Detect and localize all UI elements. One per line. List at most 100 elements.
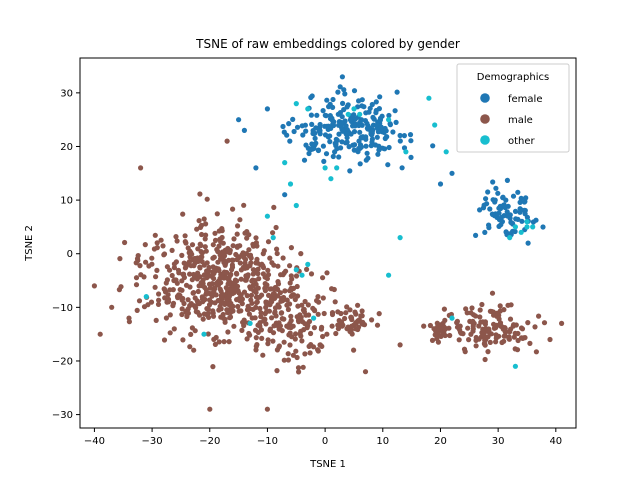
point-male bbox=[470, 320, 476, 326]
point-male bbox=[183, 264, 189, 270]
point-male bbox=[443, 325, 449, 332]
point-male bbox=[231, 323, 237, 329]
point-male bbox=[271, 204, 277, 210]
point-male bbox=[141, 304, 148, 310]
point-male bbox=[271, 323, 277, 329]
point-female bbox=[351, 88, 358, 94]
point-female bbox=[303, 142, 309, 148]
point-male bbox=[117, 256, 123, 262]
point-male bbox=[141, 274, 147, 280]
legend-title: Demographics bbox=[477, 72, 549, 83]
point-female bbox=[333, 141, 339, 147]
point-male bbox=[181, 271, 187, 277]
point-male bbox=[217, 286, 223, 292]
point-male bbox=[265, 267, 271, 273]
point-male bbox=[185, 297, 191, 303]
point-female bbox=[341, 87, 347, 93]
point-male bbox=[296, 319, 302, 325]
point-male bbox=[222, 319, 228, 325]
point-male bbox=[507, 329, 513, 335]
point-male bbox=[278, 272, 284, 278]
point-male bbox=[468, 331, 474, 337]
point-male bbox=[486, 328, 492, 334]
point-male bbox=[285, 306, 291, 313]
point-female bbox=[339, 139, 345, 145]
point-male bbox=[359, 308, 365, 314]
point-male bbox=[218, 306, 224, 312]
point-male bbox=[237, 217, 243, 223]
point-male bbox=[247, 263, 253, 269]
point-male bbox=[198, 242, 204, 249]
point-male bbox=[273, 224, 279, 231]
point-other bbox=[403, 149, 409, 155]
point-male bbox=[199, 231, 205, 238]
point-male bbox=[185, 245, 191, 251]
point-female bbox=[365, 155, 371, 161]
point-female bbox=[339, 74, 345, 80]
point-male bbox=[187, 271, 193, 277]
point-male bbox=[287, 263, 293, 269]
point-female bbox=[408, 138, 414, 144]
point-male bbox=[248, 292, 255, 298]
point-male bbox=[441, 306, 447, 312]
point-male bbox=[311, 325, 317, 331]
point-male bbox=[194, 276, 200, 282]
point-male bbox=[481, 340, 488, 346]
point-male bbox=[275, 281, 282, 287]
point-male bbox=[497, 321, 503, 327]
point-male bbox=[238, 276, 244, 282]
point-female bbox=[343, 123, 349, 129]
point-male bbox=[246, 311, 252, 317]
point-male bbox=[218, 256, 224, 262]
point-male bbox=[191, 290, 197, 296]
legend-marker-other bbox=[480, 135, 490, 145]
point-male bbox=[239, 327, 245, 333]
point-male bbox=[308, 330, 314, 337]
point-male bbox=[209, 290, 215, 297]
point-female bbox=[394, 89, 400, 95]
point-male bbox=[235, 303, 241, 310]
point-male bbox=[281, 339, 287, 345]
point-female bbox=[345, 131, 351, 137]
point-male bbox=[267, 327, 273, 334]
point-female bbox=[358, 121, 364, 127]
point-male bbox=[317, 342, 323, 348]
point-male bbox=[216, 228, 222, 234]
point-male bbox=[434, 320, 440, 326]
point-male bbox=[164, 277, 170, 283]
point-other bbox=[426, 95, 432, 101]
point-female bbox=[490, 179, 496, 185]
point-female bbox=[508, 219, 514, 225]
point-female bbox=[290, 116, 296, 122]
point-female bbox=[344, 104, 350, 110]
point-male bbox=[253, 335, 259, 341]
point-male bbox=[154, 240, 160, 246]
point-male bbox=[226, 281, 233, 287]
point-female bbox=[501, 202, 507, 208]
point-male bbox=[213, 334, 219, 341]
point-female bbox=[473, 232, 479, 238]
point-male bbox=[482, 319, 488, 325]
point-other bbox=[270, 235, 276, 241]
point-female bbox=[358, 144, 364, 150]
point-female bbox=[525, 240, 531, 246]
point-male bbox=[269, 260, 275, 266]
point-female bbox=[322, 112, 328, 118]
point-female bbox=[370, 114, 376, 120]
point-male bbox=[205, 306, 211, 312]
x-tick-label: −10 bbox=[257, 436, 278, 447]
point-female bbox=[369, 128, 375, 134]
series-other bbox=[143, 95, 536, 369]
point-male bbox=[224, 307, 230, 313]
point-male bbox=[219, 234, 225, 241]
point-male bbox=[279, 310, 285, 316]
point-male bbox=[210, 242, 216, 248]
x-axis-label: TSNE 1 bbox=[309, 459, 346, 470]
point-male bbox=[191, 347, 197, 353]
point-male bbox=[274, 250, 280, 257]
point-female bbox=[540, 224, 546, 230]
point-male bbox=[310, 344, 317, 350]
point-male bbox=[473, 343, 479, 349]
point-other bbox=[322, 165, 328, 171]
point-female bbox=[375, 129, 381, 135]
